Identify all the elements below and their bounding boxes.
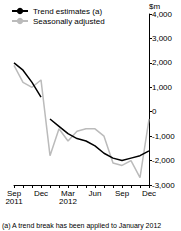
svg-text:4,000: 4,000 <box>152 10 173 19</box>
svg-text:(a) A trend break has been app: (a) A trend break has been applied to Ja… <box>2 222 161 230</box>
svg-text:Seasonally adjusted: Seasonally adjusted <box>33 17 105 26</box>
svg-text:2,000: 2,000 <box>152 58 173 67</box>
svg-text:Jun: Jun <box>89 189 102 198</box>
svg-text:3,000: 3,000 <box>152 34 173 43</box>
svg-text:0: 0 <box>152 107 157 116</box>
svg-text:-1,000: -1,000 <box>152 132 175 141</box>
svg-text:-3,000: -3,000 <box>152 180 175 190</box>
svg-text:-2,000: -2,000 <box>152 156 175 165</box>
svg-text:2011: 2011 <box>5 197 23 206</box>
svg-text:Mar: Mar <box>61 188 75 198</box>
svg-text:2012: 2012 <box>59 197 77 206</box>
svg-text:$m: $m <box>149 1 161 11</box>
svg-text:1,000: 1,000 <box>152 83 173 92</box>
svg-text:Sep: Sep <box>115 189 130 198</box>
svg-text:Trend estimates (a): Trend estimates (a) <box>33 7 102 16</box>
svg-text:Sep: Sep <box>6 188 22 198</box>
svg-text:Dec: Dec <box>34 189 48 198</box>
svg-text:Dec: Dec <box>142 189 156 198</box>
